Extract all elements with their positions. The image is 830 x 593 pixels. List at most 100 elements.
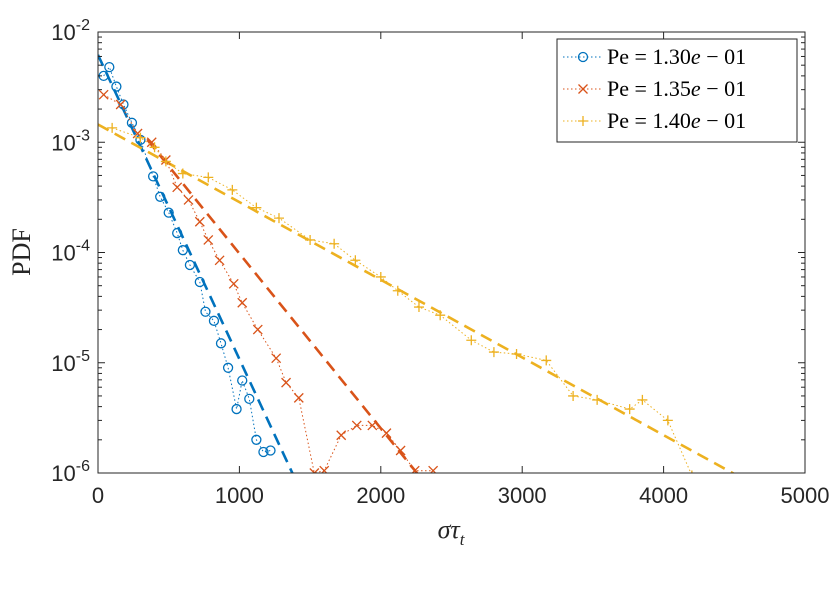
- y-tick-label: 10-3: [51, 127, 90, 155]
- data-point: [244, 393, 255, 405]
- data-point: [309, 468, 320, 473]
- data-point: [293, 392, 304, 403]
- data-point: [147, 171, 159, 182]
- data-point: [215, 338, 227, 349]
- data-point: [392, 285, 403, 296]
- legend-marker: [578, 84, 588, 94]
- data-point: [172, 182, 183, 193]
- data-point: [258, 446, 269, 458]
- data-point: [488, 347, 499, 358]
- data-point: [511, 349, 522, 360]
- data-point: [409, 465, 420, 473]
- data-point: [252, 324, 263, 335]
- data-point: [194, 216, 205, 227]
- data-point: [281, 377, 292, 388]
- data-point: [222, 362, 234, 373]
- legend-box: [556, 38, 798, 143]
- data-point: [208, 315, 220, 326]
- x-tick-label: 4000: [639, 483, 688, 508]
- data-point: [541, 355, 552, 366]
- data-point: [104, 61, 115, 73]
- fit-line-2: [146, 139, 419, 473]
- data-point: [237, 375, 248, 386]
- x-axis-label: στt: [438, 515, 466, 549]
- series-line-1: [103, 65, 271, 453]
- series-line-3: [111, 127, 692, 473]
- data-point: [194, 276, 205, 288]
- data-point: [271, 353, 282, 364]
- data-point: [98, 89, 109, 100]
- legend-label: Pe = 1.40e − 01: [607, 108, 746, 133]
- data-point: [107, 122, 118, 133]
- data-point: [115, 99, 126, 110]
- x-tick-label: 3000: [498, 483, 547, 508]
- data-point: [227, 184, 238, 195]
- legend-entry-2: Pe = 1.35e − 01: [563, 76, 746, 101]
- data-point: [381, 428, 392, 439]
- data-point: [251, 434, 262, 445]
- data-point: [395, 445, 406, 456]
- y-tick-label: 10-2: [51, 17, 90, 45]
- data-point: [466, 335, 477, 346]
- data-point: [160, 156, 171, 167]
- data-point: [135, 132, 146, 143]
- data-point: [228, 278, 239, 289]
- data-point: [172, 227, 183, 239]
- legend-entry-1: Pe = 1.30e − 01: [563, 44, 746, 69]
- data-point: [184, 259, 196, 271]
- data-point: [163, 207, 174, 218]
- x-tick-label: 1000: [215, 483, 264, 508]
- data-point: [319, 465, 330, 473]
- data-point: [336, 430, 347, 441]
- data-point: [200, 306, 211, 317]
- data-point: [214, 255, 225, 266]
- data-point: [126, 117, 138, 128]
- data-point: [177, 245, 188, 256]
- data-point: [177, 168, 188, 179]
- legend-marker: [577, 51, 589, 63]
- data-point: [350, 255, 361, 266]
- data-point: [592, 394, 603, 405]
- legend-marker: [578, 116, 588, 126]
- data-point: [637, 394, 648, 405]
- x-axis-ticks: 0 1000 2000 3000 4000 5000: [92, 32, 830, 508]
- data-point: [251, 202, 262, 213]
- fit-lines: [98, 54, 735, 473]
- data-point: [203, 172, 214, 183]
- data-point: [435, 310, 446, 321]
- legend-label: Pe = 1.35e − 01: [607, 76, 746, 101]
- data-point: [662, 415, 673, 426]
- fit-line-1: [98, 54, 294, 473]
- x-tick-label: 2000: [356, 483, 405, 508]
- data-point: [413, 302, 424, 313]
- data-point: [428, 465, 439, 473]
- y-axis-ticks: 10-6 10-5 10-4 10-3 10-2: [51, 17, 805, 486]
- data-point: [375, 271, 386, 282]
- data-point: [155, 191, 166, 202]
- data-point: [237, 297, 248, 308]
- y-tick-label: 10-4: [51, 238, 90, 266]
- data-point: [183, 194, 194, 205]
- series-group: [98, 61, 693, 473]
- data-point: [367, 420, 378, 431]
- data-point: [203, 234, 214, 245]
- y-tick-label: 10-6: [51, 458, 90, 486]
- series-3: [107, 122, 693, 473]
- y-tick-label: 10-5: [51, 348, 90, 376]
- data-point: [111, 81, 122, 92]
- data-point: [273, 213, 284, 224]
- x-tick-label: 0: [92, 483, 104, 508]
- data-point: [329, 238, 340, 249]
- data-point: [568, 390, 579, 401]
- data-point: [691, 470, 693, 473]
- data-point: [351, 420, 362, 431]
- data-point: [624, 404, 635, 415]
- x-tick-label: 5000: [781, 483, 830, 508]
- legend-label: Pe = 1.30e − 01: [607, 44, 746, 69]
- data-point: [149, 142, 160, 153]
- data-point: [231, 403, 242, 415]
- data-point: [265, 445, 276, 456]
- fit-line-3: [98, 123, 735, 473]
- legend-entry-3: Pe = 1.40e − 01: [563, 108, 746, 133]
